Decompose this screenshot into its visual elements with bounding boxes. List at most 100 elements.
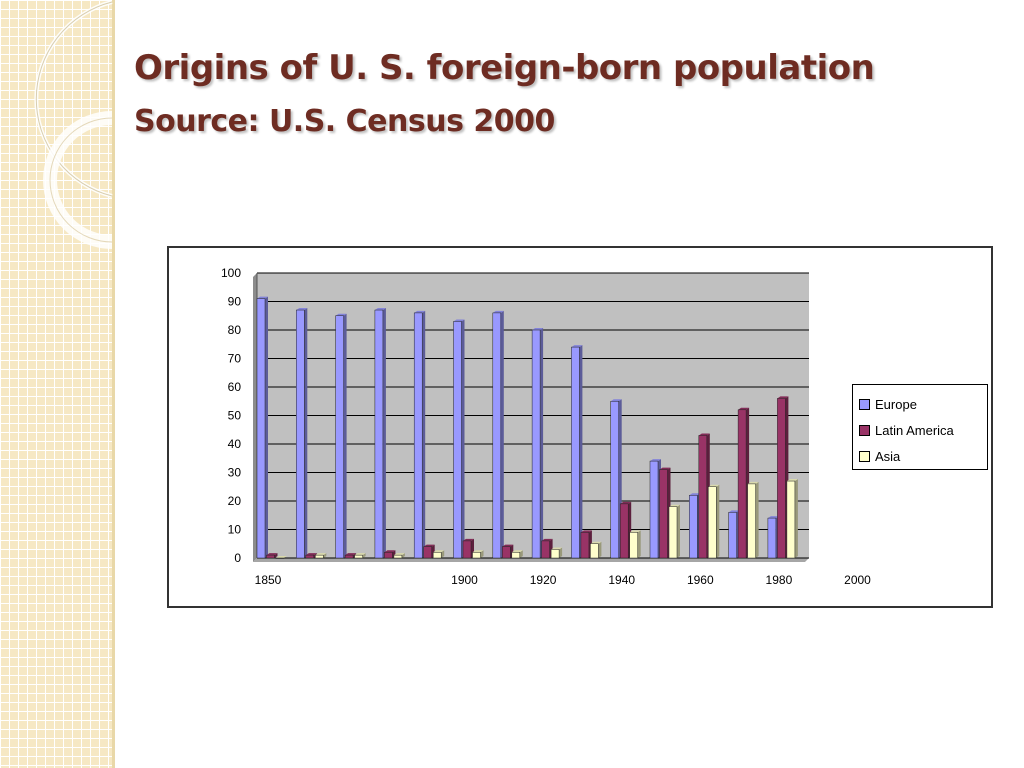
bar-top [659, 467, 671, 470]
bar-side [422, 310, 426, 558]
bar [767, 517, 777, 559]
bar-top [747, 481, 759, 484]
x-tick-label: 2000 [844, 573, 871, 587]
bar-top [786, 479, 798, 482]
bar [649, 460, 659, 559]
bar [432, 552, 442, 559]
bar-top [511, 550, 523, 553]
bar-side [343, 313, 347, 558]
bar [472, 552, 481, 559]
y-tick-label: 50 [228, 409, 242, 423]
x-tick-label: 1920 [530, 573, 557, 587]
bar-side [755, 481, 759, 558]
decorative-circles [34, 0, 113, 249]
bar [384, 552, 393, 559]
bar [531, 329, 541, 559]
bar [423, 546, 432, 559]
bar [541, 540, 550, 559]
y-tick-label: 40 [228, 437, 242, 451]
bar-top [335, 313, 347, 316]
y-tick-label: 70 [228, 352, 242, 366]
bar-top [414, 310, 426, 313]
bar [629, 532, 638, 559]
bar-side [794, 479, 798, 558]
bar-side [519, 550, 523, 558]
bar-top [590, 541, 602, 544]
bar-top [305, 553, 317, 556]
bar [550, 549, 560, 559]
y-tick-label: 0 [234, 551, 241, 565]
bar-side [540, 328, 544, 558]
bar [590, 543, 599, 559]
y-tick-label: 20 [228, 494, 242, 508]
bar-side [304, 308, 308, 558]
legend-item-europe: Europe [859, 391, 987, 417]
bar [708, 486, 717, 559]
bar-top [453, 319, 465, 322]
bar-chart: 0 10 20 30 40 50 60 70 80 90 100 1850 1900 1920 1940 19… [221, 266, 871, 587]
bar-top [492, 310, 504, 313]
y-tick-label: 80 [228, 323, 242, 337]
bar [571, 346, 580, 559]
bar-top [257, 296, 268, 299]
chart-legend: Europe Latin America Asia [852, 384, 988, 470]
legend-label-latin-america: Latin America [875, 422, 954, 438]
legend-swatch-asia [859, 450, 870, 462]
bar-top [580, 530, 592, 533]
bar-top [708, 484, 720, 487]
bar-side [461, 319, 465, 558]
y-tick-label: 30 [228, 466, 242, 480]
bar [335, 315, 344, 559]
y-tick-label: 90 [228, 295, 242, 309]
bar-top [472, 550, 484, 553]
bar-side [716, 484, 720, 558]
bar-top [650, 459, 661, 462]
bar-top [541, 538, 553, 541]
bar [619, 503, 629, 559]
bar [747, 483, 756, 559]
bar [659, 469, 668, 559]
bar [374, 309, 384, 559]
bar-top [423, 544, 435, 547]
bar-side [441, 550, 445, 558]
x-tick-label: 1980 [766, 573, 793, 587]
bar-side [579, 345, 583, 558]
bar [737, 409, 747, 559]
bar-top [296, 308, 308, 311]
bar-top [738, 407, 750, 410]
bar-side [362, 553, 366, 558]
sidebar-divider [112, 0, 115, 768]
bar-top [669, 504, 680, 507]
bar [786, 480, 796, 559]
bar-top [433, 550, 445, 553]
bar-side [480, 550, 484, 558]
bar-top [463, 538, 474, 541]
bar [266, 554, 275, 559]
y-tick-label: 60 [228, 380, 242, 394]
bar [502, 546, 511, 559]
y-tick-label: 10 [228, 523, 242, 537]
bar-top [777, 396, 789, 399]
bar [413, 312, 423, 559]
bar [393, 554, 403, 559]
bar [728, 512, 737, 559]
legend-swatch-europe [859, 398, 870, 410]
bar-top [610, 399, 622, 402]
x-tick-label: 1900 [451, 573, 478, 587]
bar-top [698, 433, 710, 436]
bar [462, 540, 472, 559]
bar-top [345, 553, 357, 556]
x-tick-label: 1850 [255, 573, 282, 587]
bar-top [315, 553, 327, 556]
bar-top [571, 345, 583, 348]
bar-top [551, 547, 563, 550]
bar-top [266, 553, 278, 556]
bar [668, 506, 678, 559]
bar-top [276, 556, 287, 558]
bar-top [384, 550, 396, 553]
bar-top [393, 553, 405, 556]
plot-side-wall [253, 273, 257, 562]
slide-title: Origins of U. S. foreign-born population [134, 48, 875, 88]
bar [689, 495, 698, 559]
bar-side [677, 504, 680, 558]
